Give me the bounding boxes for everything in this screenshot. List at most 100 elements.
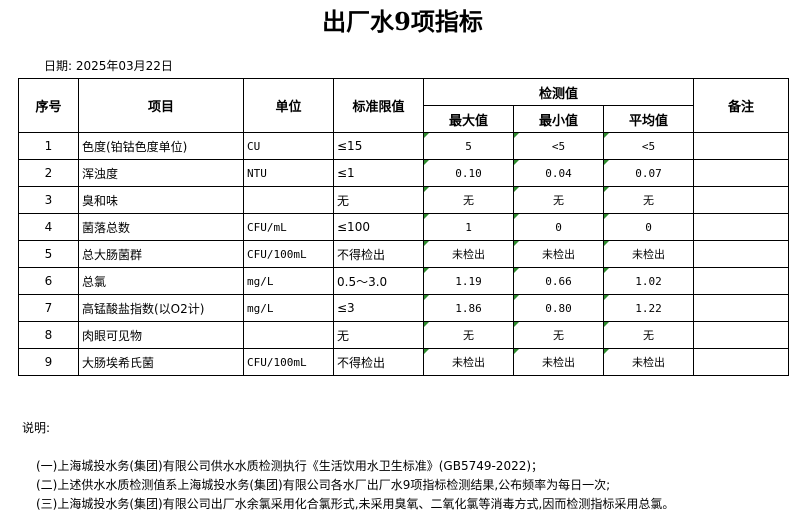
cell-avg: 1.02: [603, 267, 694, 295]
report-date: 日期: 2025年03月22日: [44, 59, 173, 73]
cell-limit: ≤3: [333, 294, 424, 322]
text-number-marker-icon: [424, 349, 429, 354]
text-number-marker-icon: [604, 295, 609, 300]
cell-remark: [693, 267, 789, 295]
text-number-marker-icon: [514, 241, 519, 246]
cell-no: 5: [18, 240, 79, 268]
cell-no: 9: [18, 348, 79, 376]
cell-no: 1: [18, 132, 79, 160]
cell-item: 臭和味: [78, 186, 244, 214]
cell-unit: CFU/100mL: [243, 348, 334, 376]
table-row: 4 菌落总数 CFU/mL ≤100 1 0 0: [18, 213, 789, 241]
cell-no: 3: [18, 186, 79, 214]
text-number-marker-icon: [604, 214, 609, 219]
text-number-marker-icon: [514, 349, 519, 354]
text-number-marker-icon: [424, 133, 429, 138]
header-detect: 检测值: [423, 78, 694, 106]
text-number-marker-icon: [514, 187, 519, 192]
cell-unit: mg/L: [243, 294, 334, 322]
cell-remark: [693, 132, 789, 160]
cell-min: 0.04: [513, 159, 604, 187]
cell-min: 0.66: [513, 267, 604, 295]
text-number-marker-icon: [424, 268, 429, 273]
cell-limit: 无: [333, 186, 424, 214]
cell-unit: [243, 321, 334, 349]
notes-heading: 说明:: [22, 421, 51, 435]
text-number-marker-icon: [514, 160, 519, 165]
cell-item: 大肠埃希氏菌: [78, 348, 244, 376]
cell-max: 未检出: [423, 348, 514, 376]
cell-no: 4: [18, 213, 79, 241]
text-number-marker-icon: [604, 160, 609, 165]
cell-item: 色度(铂钴色度单位): [78, 132, 244, 160]
cell-remark: [693, 159, 789, 187]
text-number-marker-icon: [604, 268, 609, 273]
table-row: 7 高锰酸盐指数(以O2计) mg/L ≤3 1.86 0.80 1.22: [18, 294, 789, 322]
text-number-marker-icon: [424, 214, 429, 219]
cell-min: 0: [513, 213, 604, 241]
cell-avg: 1.22: [603, 294, 694, 322]
page-title: 出厂水9项指标: [322, 7, 483, 36]
cell-limit: ≤1: [333, 159, 424, 187]
table-row: 3 臭和味无无无无: [18, 186, 789, 214]
cell-max: 1.86: [423, 294, 514, 322]
text-number-marker-icon: [604, 187, 609, 192]
note-item: (三)上海城投水务(集团)有限公司出厂水余氯采用化合氯形式,未采用臭氧、二氧化氯…: [36, 497, 675, 511]
text-number-marker-icon: [514, 214, 519, 219]
text-number-marker-icon: [424, 160, 429, 165]
cell-unit: [243, 186, 334, 214]
cell-min: 未检出: [513, 348, 604, 376]
header-unit: 单位: [243, 78, 334, 133]
header-max: 最大值: [423, 105, 514, 133]
cell-avg: 0: [603, 213, 694, 241]
cell-avg: 未检出: [603, 240, 694, 268]
text-number-marker-icon: [604, 322, 609, 327]
cell-max: 未检出: [423, 240, 514, 268]
cell-max: 5: [423, 132, 514, 160]
header-no: 序号: [18, 78, 79, 133]
notes: 说明: (一)上海城投水务(集团)有限公司供水水质检测执行《生活饮用水卫生标准》…: [22, 419, 674, 514]
cell-avg: 无: [603, 321, 694, 349]
cell-max: 1: [423, 213, 514, 241]
cell-min: 无: [513, 186, 604, 214]
table-row: 1 色度(铂钴色度单位) CU ≤15 5 <5 <5: [18, 132, 789, 160]
text-number-marker-icon: [424, 295, 429, 300]
table-row: 5 总大肠菌群 CFU/100mL 不得检出 未检出 未检出 未检出: [18, 240, 789, 268]
cell-avg: <5: [603, 132, 694, 160]
cell-no: 2: [18, 159, 79, 187]
cell-remark: [693, 186, 789, 214]
cell-limit: ≤15: [333, 132, 424, 160]
note-item: (二)上述供水水质检测值系上海城投水务(集团)有限公司各水厂出厂水9项指标检测结…: [36, 478, 611, 492]
header-item: 项目: [78, 78, 244, 133]
cell-unit: NTU: [243, 159, 334, 187]
table-row: 6 总氯 mg/L 0.5～3.0 1.19 0.66 1.02: [18, 267, 789, 295]
table-row: 8 肉眼可见物无无无无: [18, 321, 789, 349]
cell-avg: 无: [603, 186, 694, 214]
text-number-marker-icon: [604, 241, 609, 246]
text-number-marker-icon: [424, 241, 429, 246]
text-number-marker-icon: [514, 133, 519, 138]
cell-min: 无: [513, 321, 604, 349]
text-number-marker-icon: [424, 322, 429, 327]
cell-no: 8: [18, 321, 79, 349]
cell-limit: 无: [333, 321, 424, 349]
text-number-marker-icon: [514, 268, 519, 273]
cell-unit: mg/L: [243, 267, 334, 295]
cell-unit: CFU/mL: [243, 213, 334, 241]
header-limit: 标准限值: [333, 78, 424, 133]
cell-limit: ≤100: [333, 213, 424, 241]
header-remark: 备注: [693, 78, 789, 133]
header-avg: 平均值: [603, 105, 694, 133]
header-min: 最小值: [513, 105, 604, 133]
cell-limit: 0.5～3.0: [333, 267, 424, 295]
cell-unit: CFU/100mL: [243, 240, 334, 268]
cell-remark: [693, 321, 789, 349]
cell-remark: [693, 240, 789, 268]
cell-item: 浑浊度: [78, 159, 244, 187]
cell-item: 总氯: [78, 267, 244, 295]
note-item: (一)上海城投水务(集团)有限公司供水水质检测执行《生活饮用水卫生标准》(GB5…: [36, 459, 544, 473]
text-number-marker-icon: [514, 322, 519, 327]
table-row: 2 浑浊度 NTU ≤1 0.10 0.04 0.07: [18, 159, 789, 187]
cell-unit: CU: [243, 132, 334, 160]
cell-remark: [693, 294, 789, 322]
